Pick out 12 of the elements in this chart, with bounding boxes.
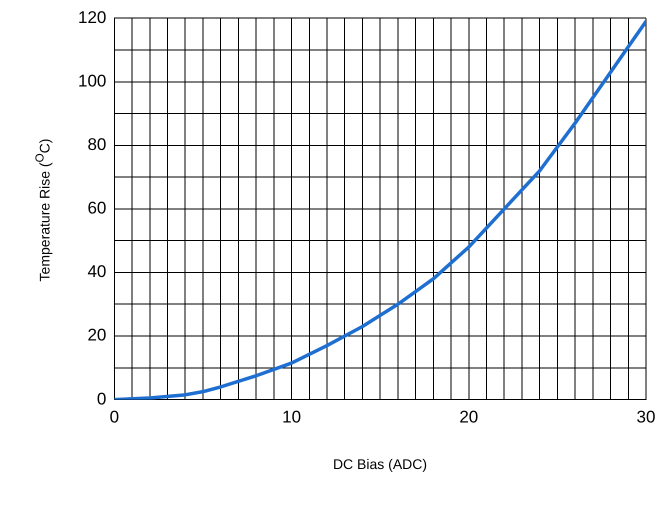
y-tick-label: 120	[78, 8, 106, 27]
x-tick-label: 10	[282, 407, 302, 426]
y-tick-label: 60	[87, 198, 106, 218]
x-tick-label: 30	[636, 407, 656, 426]
y-tick-label: 0	[96, 389, 106, 408]
y-tick-label: 100	[78, 71, 106, 90]
y-tick-label: 20	[87, 326, 106, 345]
x-tick-label: 0	[110, 407, 120, 426]
y-tick-label: 80	[87, 135, 106, 154]
x-tick-label: 20	[459, 407, 478, 426]
y-tick-label: 40	[87, 262, 106, 282]
x-axis-title: DC Bias (ADC)	[332, 456, 428, 472]
